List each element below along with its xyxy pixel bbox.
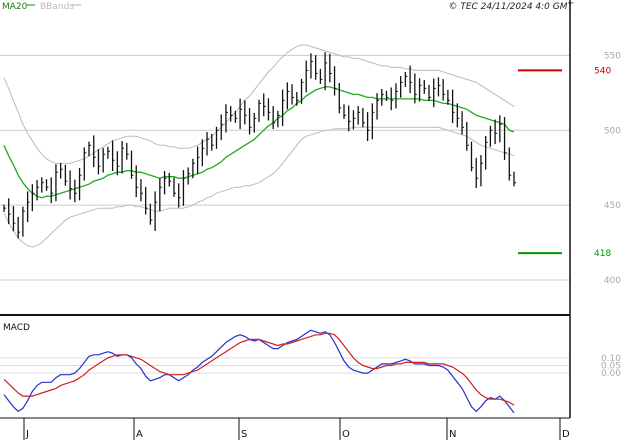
price-y-tick-label: 450 xyxy=(604,201,621,211)
x-tick-label: O xyxy=(342,429,350,440)
price-panel: 540 418 400 450 500 550 xyxy=(0,44,621,286)
x-tick-label: N xyxy=(449,429,456,440)
x-tick-label: S xyxy=(241,429,247,440)
legend-bbands: BBands xyxy=(40,2,74,12)
price-gridlines xyxy=(0,54,570,281)
resistance-level-label: 540 xyxy=(594,66,611,76)
macd-signal-line xyxy=(3,332,515,406)
macd-label: MACD xyxy=(3,323,30,333)
x-tick-label: D xyxy=(562,429,570,440)
macd-panel: MACD 0.100.050.00 xyxy=(0,323,621,414)
macd-y-axis: 0.100.050.00 xyxy=(601,354,621,379)
macd-y-tick-label: 0.10 xyxy=(601,354,621,364)
x-tick-label: J xyxy=(25,429,29,440)
bbands-lower-line xyxy=(3,126,515,248)
macd-y-tick-label: 0.00 xyxy=(601,369,621,379)
price-y-tick-label: 400 xyxy=(604,276,621,286)
price-bars xyxy=(3,52,516,239)
price-levels: 540 418 xyxy=(518,66,611,259)
macd-y-tick-label: 0.05 xyxy=(601,361,621,371)
price-y-axis: 400 450 500 550 xyxy=(604,51,621,286)
x-tick-label: A xyxy=(136,429,143,440)
legend-ma20: MA20 xyxy=(2,2,28,12)
copyright-text: © TEC 24/11/2024 4:0 GMT xyxy=(448,2,574,12)
bollinger-bands xyxy=(3,44,515,248)
price-y-tick-label: 550 xyxy=(604,51,621,61)
support-level-label: 418 xyxy=(594,249,611,259)
macd-lines xyxy=(3,329,515,414)
price-y-tick-label: 500 xyxy=(604,126,621,136)
macd-line xyxy=(3,329,515,414)
